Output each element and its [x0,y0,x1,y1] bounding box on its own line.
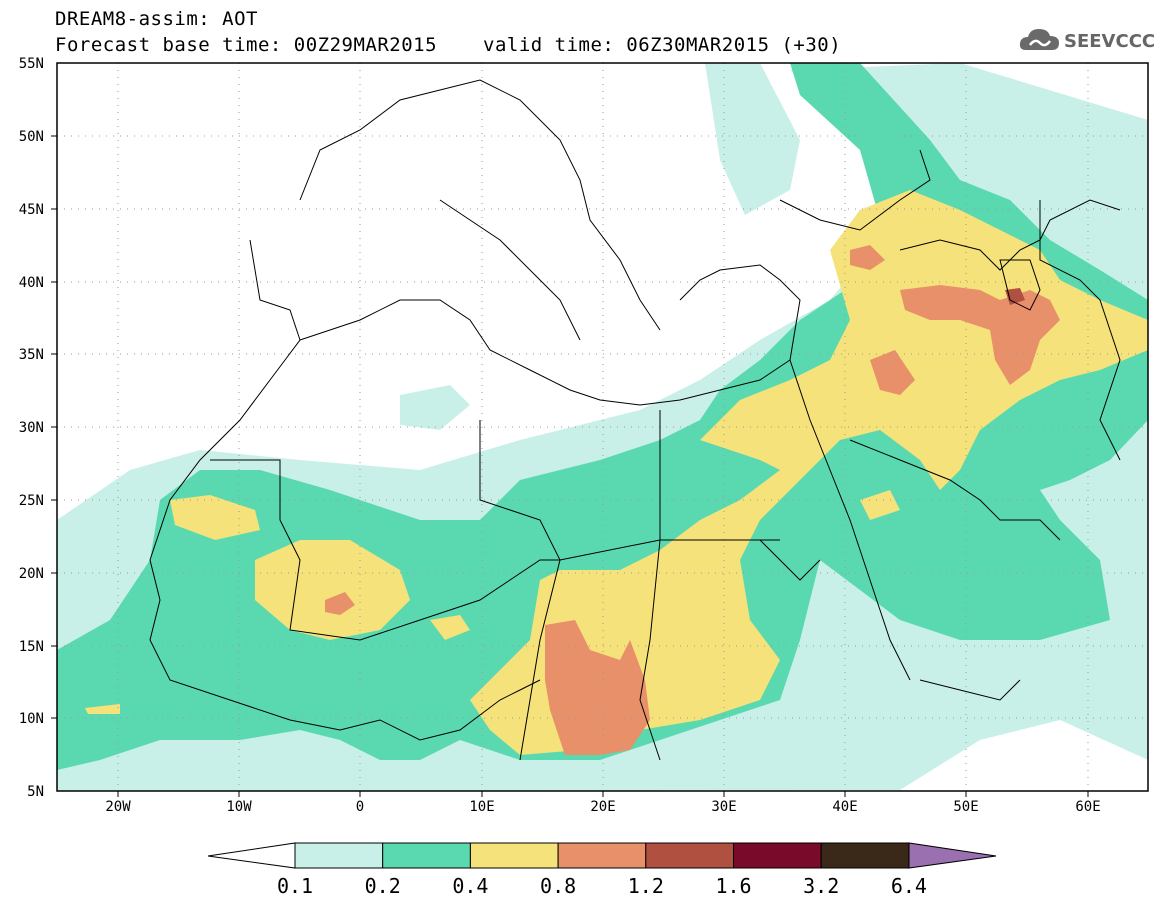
colorbar-swatch [820,842,910,869]
lon-label: 0 [356,799,364,815]
grid-lines [57,63,1148,791]
colorbar-label: 0.1 [277,874,313,898]
lat-label: 45N [19,202,44,218]
lat-axis: 55N 50N 45N 40N 35N 30N 25N 20N 15N 10N … [19,56,44,800]
colorbar-label: 0.2 [365,874,401,898]
lat-label: 35N [19,347,44,363]
forecast-base-time: Forecast base time: 00Z29MAR2015 [55,34,438,56]
lon-ticks [117,791,1089,797]
lon-axis: 20W 10W 0 10E 20E 30E 40E 50E 60E [105,799,1100,815]
colorbar: 0.1 0.2 0.4 0.8 1.2 1.6 3.2 6.4 [207,842,997,898]
lon-label: 20W [105,799,131,815]
lon-label: 60E [1075,799,1100,815]
lon-label: 20E [590,799,615,815]
coastlines [149,79,1121,761]
lat-label: 40N [19,275,44,291]
lat-label: 5N [27,784,44,800]
cloud-icon [1019,29,1059,50]
lat-label: 30N [19,420,44,436]
colorbar-label: 0.8 [540,874,576,898]
colorbar-swatch [733,842,822,869]
logo-text: SEEVCCC [1064,31,1156,52]
colorbar-label: 6.4 [891,874,927,898]
colorbar-label: 1.6 [715,874,751,898]
colorbar-swatch [294,842,384,869]
lon-label: 40E [832,799,857,815]
lat-ticks [51,135,57,719]
lon-label: 30E [711,799,736,815]
lat-label: 15N [19,639,44,655]
lat-label: 50N [19,129,44,145]
colorbar-under-arrow [207,842,296,869]
colorbar-swatch [382,842,471,869]
colorbar-swatch [645,842,734,869]
colorbar-label: 1.2 [628,874,664,898]
seevccc-logo: SEEVCCC [1018,24,1158,56]
lat-label: 55N [19,56,44,72]
lat-label: 20N [19,566,44,582]
lat-label: 10N [19,711,44,727]
colorbar-label: 3.2 [803,874,839,898]
lon-label: 10E [469,799,494,815]
lon-label: 50E [953,799,978,815]
lon-label: 10W [226,799,252,815]
colorbar-swatch [557,842,647,869]
colorbar-swatch [469,842,559,869]
colorbar-over-arrow [908,842,997,869]
map-title: DREAM8-assim: AOT [55,8,258,30]
lat-label: 25N [19,493,44,509]
valid-time: valid time: 06Z30MAR2015 (+30) [483,34,842,56]
colorbar-label: 0.4 [452,874,488,898]
